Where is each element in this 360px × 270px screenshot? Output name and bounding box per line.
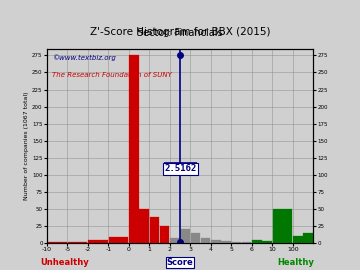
Bar [170, 238, 180, 243]
Bar [180, 229, 190, 243]
Text: Unhealthy: Unhealthy [40, 258, 89, 267]
Bar [242, 242, 252, 243]
Text: Score: Score [167, 258, 193, 267]
Bar [149, 217, 159, 243]
Bar [262, 241, 272, 243]
Title: Z'-Score Histogram for BBX (2015): Z'-Score Histogram for BBX (2015) [90, 27, 270, 37]
Bar [293, 236, 303, 243]
Bar [190, 234, 200, 243]
Bar [68, 242, 87, 243]
Y-axis label: Number of companies (1067 total): Number of companies (1067 total) [24, 92, 30, 200]
Bar [273, 209, 292, 243]
Bar [139, 209, 149, 243]
Bar [211, 239, 221, 243]
Bar [221, 241, 231, 243]
Bar [201, 238, 211, 243]
Text: The Research Foundation of SUNY: The Research Foundation of SUNY [52, 72, 172, 78]
Bar [47, 242, 67, 243]
Text: Sector: Financials: Sector: Financials [137, 28, 223, 38]
Text: ©www.textbiz.org: ©www.textbiz.org [52, 55, 116, 61]
Bar [109, 237, 128, 243]
Bar [88, 239, 108, 243]
Text: Healthy: Healthy [277, 258, 314, 267]
Bar [231, 242, 241, 243]
Text: 2.5162: 2.5162 [164, 164, 197, 173]
Bar [129, 55, 139, 243]
Bar [303, 233, 313, 243]
Bar [160, 226, 170, 243]
Bar [252, 239, 262, 243]
